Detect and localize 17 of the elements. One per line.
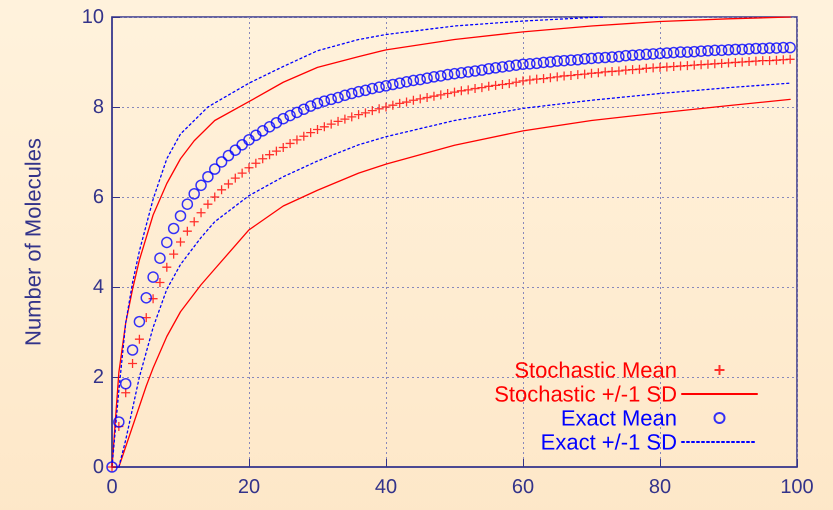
legend-label: Stochastic +/-1 SD [494, 382, 677, 406]
legend-label: Stochastic Mean [514, 358, 677, 382]
x-tick-label: 60 [512, 476, 534, 498]
x-tick-label: 100 [780, 476, 814, 498]
x-tick-label: 80 [648, 476, 672, 498]
y-tick-label: 10 [82, 6, 104, 28]
y-tick-label: 0 [92, 456, 104, 478]
legend-label: Exact +/-1 SD [540, 430, 677, 454]
x-tick-label: 20 [238, 476, 260, 498]
y-tick-label: 2 [92, 366, 104, 388]
x-tick-label: 0 [106, 476, 118, 498]
y-axis-title: Number of Molecules [20, 138, 46, 346]
x-tick-label: 40 [374, 476, 398, 498]
y-tick-label: 4 [92, 276, 104, 298]
legend-label: Exact Mean [560, 406, 677, 430]
y-tick-label: 8 [92, 96, 104, 118]
y-tick-label: 6 [92, 186, 104, 208]
